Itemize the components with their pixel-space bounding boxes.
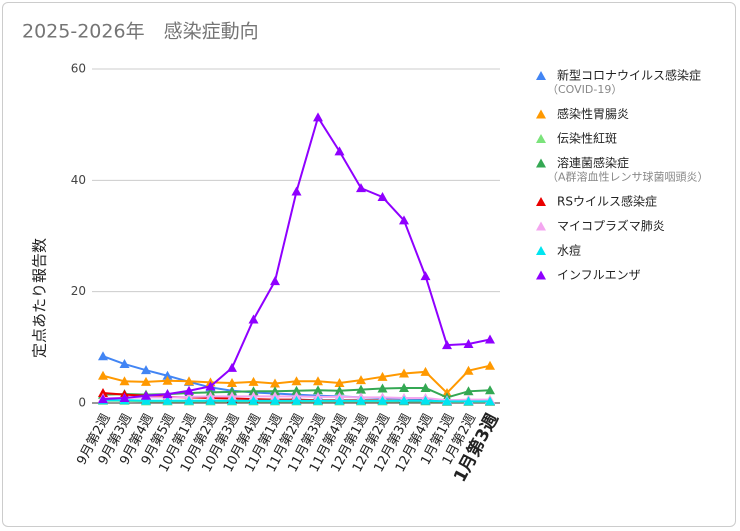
- point-marker: [356, 395, 366, 405]
- point-marker: [377, 383, 388, 393]
- legend-subtitle: （A群溶血性レンサ球菌咽頭炎）: [547, 170, 709, 184]
- legend-label: 感染性胃腸炎: [557, 106, 629, 121]
- point-marker: [399, 382, 409, 392]
- point-marker: [119, 359, 130, 369]
- point-marker: [313, 395, 323, 405]
- point-marker: [227, 377, 237, 387]
- point-marker: [98, 370, 108, 380]
- point-marker: [119, 392, 130, 402]
- chart-title: 2025-2026年 感染症動向: [22, 21, 259, 43]
- point-marker: [291, 385, 302, 395]
- point-marker: [291, 186, 302, 196]
- point-marker: [270, 276, 280, 286]
- point-marker: [399, 215, 409, 225]
- point-marker: [270, 395, 280, 405]
- point-marker: [420, 271, 431, 281]
- point-marker: [399, 395, 409, 405]
- legend-label: 溶連菌感染症: [557, 155, 629, 170]
- legend-marker: [536, 109, 546, 119]
- point-marker: [291, 395, 302, 405]
- legend-label: RSウイルス感染症: [557, 194, 657, 209]
- legend-marker: [536, 197, 546, 206]
- point-marker: [184, 385, 194, 395]
- point-marker: [356, 384, 366, 394]
- point-marker: [141, 376, 151, 386]
- point-marker: [442, 396, 452, 406]
- point-marker: [98, 387, 108, 397]
- point-marker: [184, 395, 194, 405]
- point-marker: [485, 385, 495, 395]
- point-marker: [270, 386, 280, 396]
- point-marker: [98, 351, 108, 361]
- point-marker: [377, 395, 388, 405]
- point-marker: [442, 340, 452, 350]
- point-marker: [248, 376, 259, 386]
- legend-marker: [536, 71, 546, 80]
- legend-label: マイコプラズマ肺炎: [557, 218, 665, 233]
- point-marker: [485, 396, 495, 406]
- legend-marker: [536, 270, 546, 280]
- point-marker: [162, 389, 173, 399]
- y-tick-label: 40: [71, 173, 86, 187]
- point-marker: [227, 362, 237, 372]
- y-tick-label: 60: [71, 62, 86, 76]
- point-marker: [205, 381, 216, 391]
- legend-label: 伝染性紅斑: [557, 131, 617, 146]
- point-marker: [141, 395, 151, 405]
- point-marker: [313, 376, 323, 386]
- point-marker: [356, 183, 366, 193]
- legend-marker: [536, 158, 546, 168]
- y-tick-label: 0: [78, 396, 86, 410]
- point-marker: [205, 395, 216, 405]
- point-marker: [463, 338, 474, 348]
- point-marker: [313, 112, 323, 122]
- point-marker: [356, 375, 366, 385]
- point-marker: [334, 377, 345, 387]
- point-marker: [420, 366, 431, 376]
- point-marker: [463, 365, 474, 375]
- legend-label: 水痘: [557, 243, 581, 258]
- point-marker: [162, 395, 173, 405]
- point-marker: [291, 376, 302, 386]
- point-marker: [420, 382, 431, 392]
- legend-label: 新型コロナウイルス感染症: [557, 68, 701, 83]
- point-marker: [334, 385, 345, 395]
- legend-label: インフルエンザ: [557, 268, 641, 282]
- point-marker: [377, 371, 388, 381]
- point-marker: [399, 368, 409, 378]
- point-marker: [485, 334, 495, 344]
- point-marker: [463, 396, 474, 406]
- point-marker: [248, 314, 259, 324]
- point-marker: [377, 192, 388, 202]
- point-marker: [162, 370, 173, 380]
- legend-subtitle: （COVID-19）: [547, 83, 622, 96]
- point-marker: [420, 395, 431, 405]
- series-line: [102, 115, 491, 401]
- y-tick-label: 20: [71, 284, 86, 298]
- point-marker: [334, 395, 345, 405]
- legend-marker: [536, 246, 546, 255]
- legend-marker: [536, 221, 546, 231]
- point-marker: [485, 360, 495, 370]
- point-marker: [313, 385, 323, 395]
- point-marker: [334, 146, 345, 156]
- point-marker: [162, 375, 173, 385]
- y-axis-label: 定点あたり報告数: [31, 238, 49, 358]
- point-marker: [184, 376, 194, 386]
- point-marker: [248, 386, 259, 396]
- point-marker: [119, 376, 130, 386]
- point-marker: [141, 365, 151, 375]
- point-marker: [248, 395, 259, 405]
- point-marker: [98, 394, 108, 404]
- point-marker: [141, 390, 151, 400]
- legend-marker: [536, 134, 546, 143]
- point-marker: [463, 386, 474, 396]
- point-marker: [270, 378, 280, 388]
- point-marker: [227, 395, 237, 405]
